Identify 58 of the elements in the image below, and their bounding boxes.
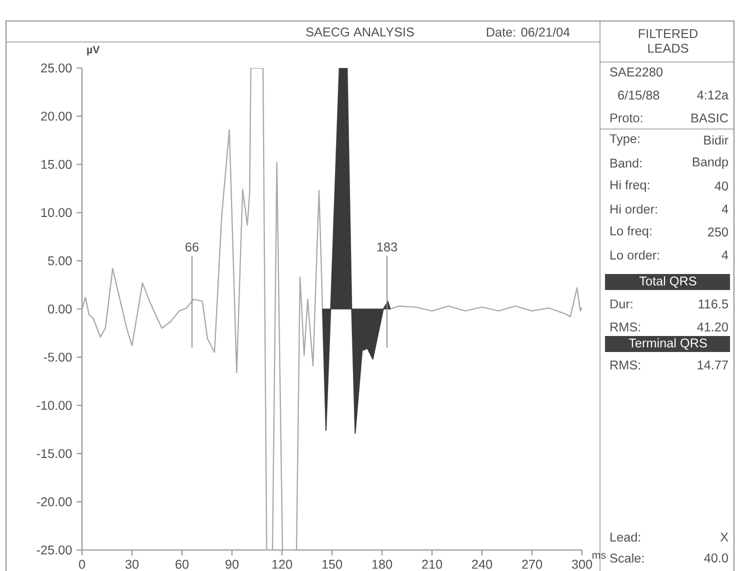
text: Lo order:	[610, 250, 660, 260]
y-tick-label: -10.00	[36, 400, 72, 410]
x-tick-label: 240	[472, 560, 492, 569]
text: 41.20	[697, 322, 728, 332]
chart-title: SAECG ANALYSIS	[306, 28, 414, 36]
y-tick-label: 25.00	[41, 64, 72, 72]
text: Band:	[610, 158, 642, 168]
x-tick-label: 150	[322, 560, 342, 569]
x-axis-title: ms	[592, 552, 606, 559]
y-axis-title: µV	[87, 46, 100, 56]
text: Bidir	[704, 135, 728, 145]
y-tick-label: -5.00	[44, 352, 72, 362]
text: Type:	[610, 134, 640, 146]
y-tick-label: 15.00	[41, 160, 72, 169]
y-tick-label: -25.00	[36, 546, 72, 554]
text: 250	[708, 228, 728, 236]
y-tick-label: -15.00	[36, 449, 72, 458]
text: X	[720, 532, 728, 542]
text: Scale:	[610, 553, 644, 563]
text: BASIC	[692, 114, 728, 122]
text: Lo freq:	[610, 226, 652, 238]
x-tick-label: 0	[78, 560, 86, 569]
text: 4	[722, 250, 728, 260]
y-tick-label: 20.00	[41, 112, 72, 121]
text: 4:12a	[697, 90, 729, 100]
text: 116.5	[698, 300, 728, 308]
y-tick-label: 0.00	[48, 304, 72, 314]
text: 40.0	[704, 554, 728, 562]
text: Hi freq:	[610, 180, 650, 192]
text: Bandp	[692, 157, 728, 169]
x-tick-label: 300	[572, 560, 592, 569]
text: RMS:	[610, 322, 640, 332]
x-tick-label: 30	[125, 560, 139, 569]
text: Hi order:	[610, 204, 657, 214]
ref-line-label: 183	[377, 242, 398, 252]
x-tick-label: 180	[372, 560, 392, 569]
text: SAE2280	[610, 68, 663, 76]
text: Total QRS	[639, 276, 696, 288]
y-tick-label: 5.00	[48, 256, 72, 266]
x-tick-label: 60	[176, 560, 189, 569]
text: 4	[722, 204, 728, 214]
x-tick-label: 120	[272, 560, 292, 569]
x-tick-label: 90	[226, 560, 239, 569]
x-tick-label: 210	[422, 560, 442, 569]
text: 14.77	[698, 360, 728, 370]
chart-subtitle: Date: 06/21/04	[486, 27, 570, 37]
text: FILTERED LEADS	[638, 29, 698, 53]
text: Lead:	[610, 532, 640, 542]
text: Proto:	[610, 114, 642, 122]
ref-line-label: 66	[186, 242, 198, 252]
y-tick-label: 10.00	[41, 208, 72, 218]
text: 6/15/88	[618, 90, 660, 100]
x-tick-label: 270	[522, 560, 542, 569]
text: Dur:	[610, 300, 632, 308]
text: 40	[714, 182, 728, 190]
y-tick-label: -20.00	[36, 497, 72, 506]
text: Terminal QRS	[628, 338, 707, 350]
text: RMS:	[610, 360, 640, 370]
